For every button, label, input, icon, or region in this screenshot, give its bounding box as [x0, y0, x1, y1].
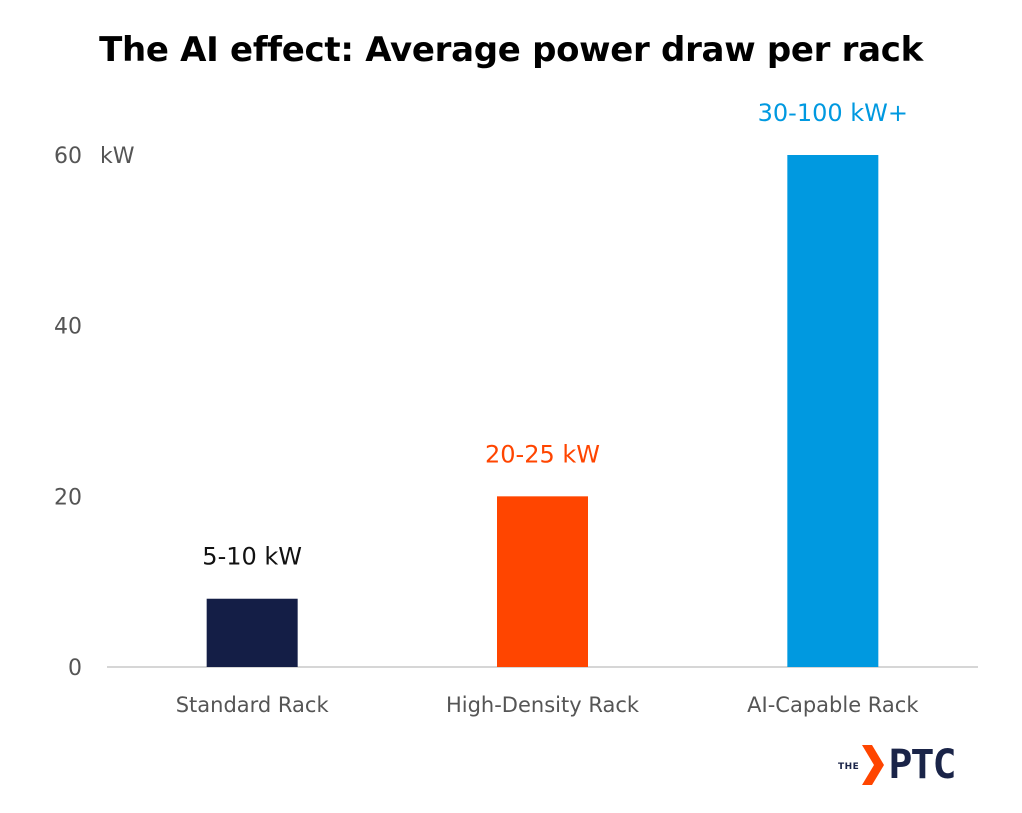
data-labels: 5-10 kW 20-25 kW 30-100 kW+	[202, 99, 908, 571]
bar	[497, 496, 588, 667]
bars	[206, 155, 879, 667]
bar-data-label: 30-100 kW+	[758, 99, 908, 127]
x-axis-category-labels: Standard Rack High-Density Rack AI-Capable…	[176, 693, 920, 717]
y-tick-label: 60	[54, 144, 82, 169]
y-axis-ticks: 0 20 40 60	[54, 144, 82, 681]
y-axis-unit-label: kW	[100, 144, 135, 169]
bar	[787, 155, 879, 667]
bar-data-label: 20-25 kW	[485, 440, 600, 468]
chevron-right-icon	[862, 745, 885, 785]
logo-ptc-text: PTC	[888, 742, 956, 788]
chart-title: The AI effect: Average power draw per ra…	[99, 30, 923, 70]
y-tick-label: 40	[54, 315, 82, 340]
y-tick-label: 0	[68, 656, 82, 681]
logo-the-text: THE	[838, 762, 860, 772]
x-category-label: AI-Capable Rack	[747, 693, 919, 717]
x-category-label: Standard Rack	[176, 693, 330, 717]
bar-data-label: 5-10 kW	[202, 543, 302, 571]
y-tick-label: 20	[54, 485, 82, 510]
x-category-label: High-Density Rack	[446, 693, 640, 717]
ptc-logo: THE PTC	[838, 740, 957, 790]
bar	[206, 598, 298, 667]
